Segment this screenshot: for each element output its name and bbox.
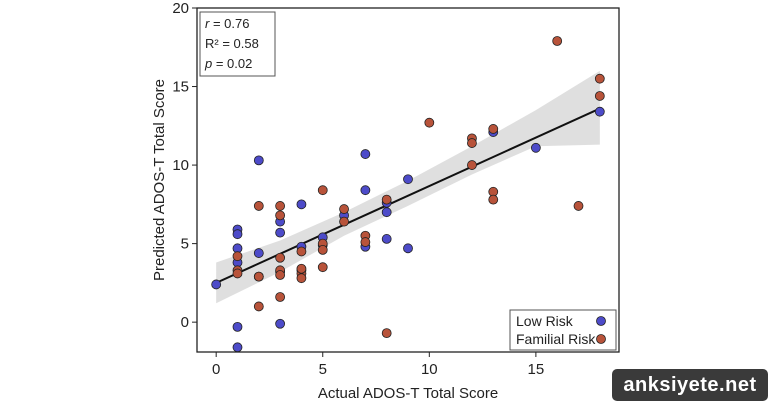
legend-label-low-risk: Low Risk [516, 313, 574, 329]
stat-p: p = 0.02 [204, 56, 252, 71]
point-familial-risk [232, 268, 243, 279]
legend-marker-low-risk [596, 316, 606, 326]
point-familial-risk [594, 91, 605, 101]
x-tick-label: 0 [212, 361, 220, 378]
watermark-badge: anksiyete.net [612, 369, 768, 401]
point-familial-risk [467, 138, 477, 148]
point-familial-risk [488, 194, 499, 205]
point-familial-risk [275, 270, 286, 280]
point-familial-risk [573, 201, 584, 211]
point-low-risk [381, 207, 392, 218]
stat-r-value: = 0.76 [209, 16, 249, 31]
stat-r-label: r [205, 16, 210, 31]
point-low-risk [275, 227, 286, 238]
point-low-risk [403, 243, 413, 254]
point-low-risk [253, 248, 264, 258]
point-familial-risk [317, 262, 328, 273]
legend-label-familial-risk: Familial Risk [516, 331, 596, 347]
point-low-risk [360, 185, 371, 196]
point-low-risk [360, 149, 371, 159]
fit-line-layer [215, 107, 601, 284]
points-layer [211, 36, 605, 353]
stat-p-label: p [204, 56, 212, 71]
point-familial-risk [253, 271, 264, 282]
y-tick-label: 20 [172, 0, 189, 17]
point-familial-risk [552, 36, 563, 46]
point-familial-risk [296, 273, 307, 284]
y-ticks: 0 5 10 15 20 [172, 0, 197, 331]
point-familial-risk [339, 204, 349, 214]
point-familial-risk [296, 263, 307, 274]
point-low-risk [232, 229, 243, 240]
stats-box: r = 0.76 R² = 0.58 p = 0.02 [199, 11, 276, 77]
point-familial-risk [253, 201, 264, 211]
point-familial-risk [317, 244, 328, 255]
x-tick-label: 10 [421, 361, 438, 378]
point-familial-risk [275, 210, 286, 221]
legend-marker-familial-risk [596, 334, 606, 344]
point-low-risk [530, 142, 541, 153]
point-familial-risk [275, 201, 286, 211]
x-tick-label: 15 [528, 361, 545, 378]
point-familial-risk [317, 185, 328, 196]
x-tick-label: 5 [319, 361, 327, 378]
y-axis-title: Predicted ADOS-T Total Score [151, 79, 168, 281]
point-familial-risk [467, 160, 477, 170]
point-familial-risk [594, 73, 605, 84]
point-familial-risk [232, 251, 243, 262]
regression-line [215, 107, 601, 284]
point-familial-risk [488, 124, 499, 134]
point-low-risk [403, 174, 413, 185]
point-low-risk [275, 318, 286, 329]
legend: Low Risk Familial Risk [509, 309, 617, 351]
point-familial-risk [296, 246, 307, 257]
confidence-band [216, 70, 600, 304]
point-familial-risk [275, 252, 286, 263]
point-low-risk [594, 106, 605, 117]
point-low-risk [381, 234, 392, 244]
y-tick-label: 15 [172, 79, 189, 96]
y-tick-label: 10 [172, 157, 189, 174]
point-low-risk [253, 155, 264, 166]
point-familial-risk [381, 328, 392, 339]
x-axis-title: Actual ADOS-T Total Score [318, 385, 498, 402]
point-familial-risk [339, 216, 349, 227]
point-familial-risk [424, 117, 435, 128]
point-familial-risk [381, 194, 392, 205]
point-familial-risk [275, 292, 286, 302]
point-low-risk [211, 279, 222, 290]
plot-frame [196, 7, 620, 353]
point-low-risk [232, 342, 243, 353]
point-familial-risk [253, 301, 264, 312]
stat-r2: R² = 0.58 [205, 36, 259, 51]
y-tick-label: 0 [181, 314, 189, 331]
stat-r: r = 0.76 [205, 16, 249, 31]
stat-p-value: = 0.02 [212, 56, 252, 71]
point-low-risk [232, 321, 243, 332]
point-familial-risk [360, 237, 371, 247]
y-tick-label: 5 [181, 236, 189, 253]
point-low-risk [296, 199, 307, 210]
stats-box-frame [199, 11, 276, 77]
legend-frame [509, 309, 617, 351]
confidence-band-layer [216, 70, 600, 304]
x-ticks: 0 5 10 15 [212, 352, 544, 378]
